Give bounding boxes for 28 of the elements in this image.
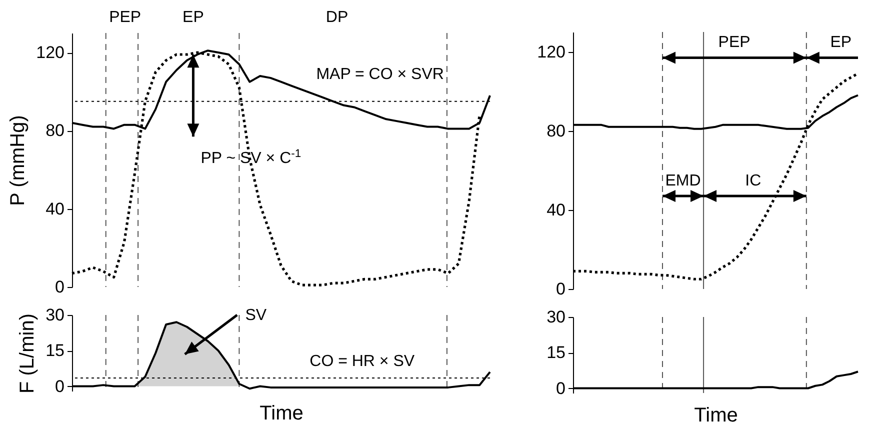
annotation: IC <box>745 172 762 190</box>
annotation: EP <box>830 34 852 51</box>
y-tick-label: 0 <box>556 280 566 298</box>
annotation: EMD <box>665 172 701 190</box>
annotation: PEP <box>718 34 750 51</box>
y-tick-label: 120 <box>36 43 64 62</box>
y-axis-title: P (mmHg) <box>7 115 30 206</box>
y-axis-title: F (L/min) <box>16 314 39 394</box>
y-tick-label: 30 <box>546 308 566 326</box>
y-tick-label: 80 <box>46 121 64 140</box>
x-axis-title: Time <box>260 402 304 424</box>
annotation: MAP = CO × SVR <box>316 66 444 84</box>
annotation: CO = HR × SV <box>310 352 415 370</box>
y-tick-label: 15 <box>46 341 64 360</box>
y-tick-label: 0 <box>55 376 64 396</box>
y-tick-label: 40 <box>46 199 64 218</box>
y-tick-label: 40 <box>546 200 566 220</box>
annotation: SV <box>245 307 267 324</box>
x-axis-title: Time <box>694 404 738 426</box>
text: PEP <box>109 9 142 26</box>
y-tick-label: 120 <box>537 42 566 62</box>
y-tick-label: 0 <box>55 278 64 296</box>
y-tick-label: 0 <box>556 378 566 398</box>
y-tick-label: 80 <box>546 121 566 140</box>
text: EP <box>182 9 204 26</box>
text: DP <box>326 9 348 26</box>
y-tick-label: 30 <box>46 306 64 324</box>
y-tick-label: 15 <box>546 343 566 362</box>
